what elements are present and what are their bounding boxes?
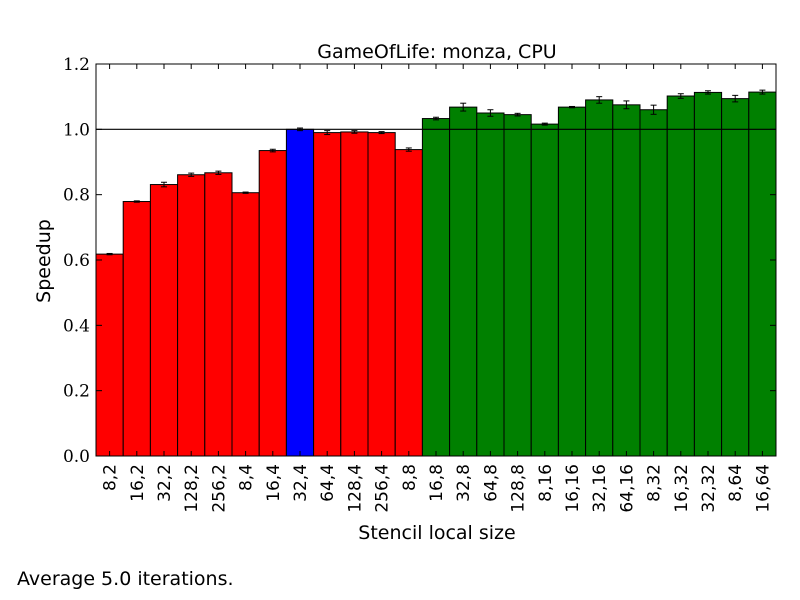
bar-8-32 [639,109,668,457]
bar-128-2 [177,174,206,457]
x-tick-label: 32,2 [155,464,175,502]
x-tick-label: 256,2 [209,464,229,513]
error-bar [759,89,766,95]
bar-8-16 [530,123,559,457]
x-tick-label: 128,2 [182,464,202,513]
error-bar [487,109,494,117]
x-tick-label: 8,32 [645,464,665,502]
bar-8-4 [231,192,260,457]
error-bar [596,96,603,104]
bar-8-64 [721,98,750,457]
y-axis: 0.0 0.2 0.4 0.6 0.8 1.0 1.2 [63,55,776,467]
error-bar [514,112,521,117]
bar-8-8 [394,149,423,457]
x-tick-label: 16,8 [427,464,447,502]
bar-64-16 [612,104,641,457]
bar-32-32 [693,91,723,457]
x-tick-label: 16,2 [128,464,148,502]
error-bar [705,90,711,95]
bar-16-32 [666,95,695,457]
bar-16-2 [122,201,151,457]
error-bar [650,104,657,115]
x-tick-label: 32,8 [454,464,474,502]
error-bar [460,102,467,112]
x-tick-label: 8,4 [237,464,257,491]
bar-16-8 [421,118,451,457]
x-tick-label: 8,8 [400,464,420,491]
error-bar [215,170,222,175]
bar-256-2 [204,172,233,457]
bar-64-4 [313,132,342,457]
error-bar [269,148,276,153]
y-tick-label: 0.4 [63,316,90,336]
x-axis: 8,2 16,2 32,2 128,2 256,2 8,4 16,4 32,4 64,4 128,… [101,64,773,513]
y-tick-label: 1.2 [63,55,90,75]
bar-128-8 [503,114,532,457]
bar-16-64 [748,91,777,457]
x-tick-label: 8,16 [536,464,556,502]
error-bar [623,100,630,110]
x-tick-label: 64,8 [481,464,501,502]
x-tick-label: 16,16 [563,464,583,513]
x-tick-label: 32,4 [291,464,311,502]
bar-32-16 [585,99,614,457]
bars-group [95,91,777,457]
error-bar [378,131,385,135]
y-tick-label: 0.0 [63,447,90,467]
error-bar [351,130,358,134]
error-bar [732,94,739,103]
bar-256-4 [367,132,396,457]
x-tick-label: 32,32 [699,464,719,513]
error-bar [106,252,113,256]
x-tick-label: 64,16 [617,464,637,513]
x-tick-label: 8,64 [726,464,746,502]
footnote: Average 5.0 iterations. [17,568,234,590]
x-tick-label: 16,64 [753,464,773,513]
y-tick-label: 0.2 [63,382,90,402]
error-bar [677,93,684,99]
y-axis-label: Speedup [33,219,55,303]
x-tick-label: 128,4 [345,464,365,513]
bar-128-4 [340,131,369,457]
bar-32-2 [149,184,179,457]
bar-8-2 [95,253,124,457]
error-bar [569,105,575,109]
x-tick-label: 128,8 [509,464,529,513]
bar-16-4 [258,150,287,457]
error-bar [242,191,249,194]
x-tick-label: 16,32 [672,464,692,513]
chart-title: GameOfLife: monza, CPU [317,41,556,63]
y-tick-label: 0.8 [63,186,90,206]
bar-32-8 [449,106,478,457]
x-tick-label: 64,4 [318,464,338,502]
x-tick-label: 256,4 [373,464,393,513]
bar-64-8 [476,112,505,457]
error-bar [188,172,195,177]
x-tick-label: 16,4 [264,464,284,502]
error-bar [133,200,140,203]
error-bar [405,147,412,152]
x-tick-label: 32,16 [590,464,610,513]
error-bar [433,116,439,121]
bar-32-4 [285,128,315,457]
error-bar [541,122,548,126]
error-bar [324,130,331,136]
error-bars-group [106,89,766,256]
bar-16-16 [557,106,587,457]
x-tick-label: 8,2 [101,464,121,491]
y-tick-label: 0.6 [63,251,90,271]
x-axis-label: Stencil local size [358,522,515,544]
y-tick-label: 1.0 [63,120,90,140]
error-bar [161,181,167,188]
speedup-bar-chart: GameOfLife: monza, CPU 0.0 0.2 0.4 0.6 0.8 1.… [33,41,777,544]
